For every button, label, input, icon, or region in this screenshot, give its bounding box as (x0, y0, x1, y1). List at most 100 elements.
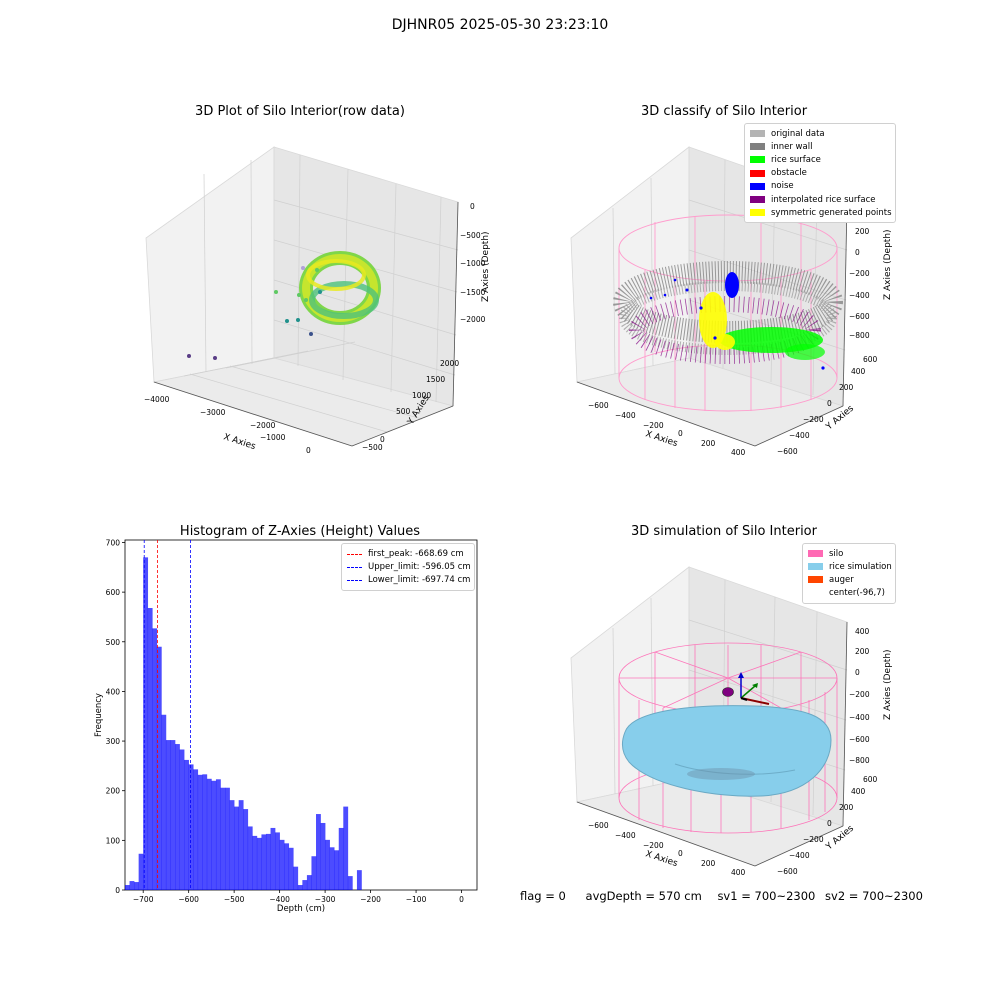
legend-label: interpolated rice surface (771, 194, 876, 205)
legend-label: first_peak: -668.69 cm (368, 548, 464, 559)
histogram-bar (211, 780, 217, 890)
reference-lines (143, 540, 191, 890)
raw-3d-plot: −4000 −3000 −2000 −1000 0 −500 0 500 100… (144, 146, 490, 455)
y-tick-label: 200 (106, 787, 121, 796)
x-axis-label: X Axies (644, 849, 679, 869)
histogram-bar (338, 827, 344, 890)
x-tick: −400 (615, 831, 636, 840)
y-tick: 1500 (426, 375, 445, 384)
y-tick: −400 (789, 851, 810, 860)
histogram-bar (311, 856, 317, 890)
histogram-bar (143, 557, 149, 890)
y-tick: 200 (839, 383, 854, 392)
histogram-bar (316, 814, 321, 890)
histogram-bar (125, 885, 130, 890)
z-tick: 0 (855, 248, 860, 257)
y-axis-line (754, 405, 844, 447)
z-tick: 200 (855, 647, 870, 656)
legend-swatch (347, 566, 362, 568)
legend-item: Upper_limit: -596.05 cm (347, 560, 471, 573)
legend-item: interpolated rice surface (750, 193, 890, 206)
histogram-bar (306, 875, 312, 890)
x-tick: −2000 (250, 421, 276, 430)
y-tick: 600 (863, 355, 878, 364)
histogram-bars (125, 557, 362, 890)
legend-swatch (808, 563, 823, 571)
legend-label: Lower_limit: -697.74 cm (368, 574, 471, 585)
legend-item: symmetric generated points (750, 206, 892, 219)
histogram-bar (347, 876, 353, 890)
x-tick: −4000 (144, 395, 170, 404)
histogram-bar (261, 834, 267, 890)
y-tick: −500 (362, 443, 383, 452)
outlier-points (187, 266, 322, 360)
z-tick: 0 (855, 668, 860, 677)
z-tick: 200 (855, 227, 870, 236)
histogram-bar (343, 806, 349, 890)
legend-label: obstacle (771, 168, 807, 179)
z-tick-labels: −800 −600 −400 −200 0 200 (849, 227, 870, 340)
y-axis-line (754, 825, 844, 867)
y-tick: −200 (803, 415, 824, 424)
x-tick-label: 0 (459, 895, 464, 904)
y-axis-label: Frequency (94, 693, 104, 737)
pane-left (570, 146, 690, 383)
panel-2-title: 3D classify of Silo Interior (640, 104, 808, 119)
z-tick-labels: −2000 −1500 −1000 −500 0 (460, 202, 486, 324)
y-axis-line (351, 405, 454, 447)
z-axis-label: Z Axies (Depth) (883, 229, 893, 300)
legend-swatch (750, 156, 765, 164)
y-tick-labels: −500 0 500 1000 1500 2000 (362, 359, 459, 452)
histogram-bar (256, 837, 262, 890)
histogram-bar (243, 809, 249, 890)
histogram-bar (356, 870, 362, 890)
rice-ring-points (299, 251, 381, 325)
x-tick-label: −700 (133, 895, 154, 904)
histogram-bar (175, 744, 180, 890)
z-axis-label: Z Axies (Depth) (883, 649, 893, 720)
legend-label: noise (771, 181, 794, 192)
y-tick: −200 (803, 835, 824, 844)
panel-4-title: 3D simulation of Silo Interior (631, 524, 817, 539)
legend-swatch (808, 590, 823, 597)
y-tick: −600 (777, 867, 798, 876)
noise-points (649, 272, 825, 370)
x-tick: 0 (678, 429, 683, 438)
histogram-bar (134, 882, 139, 890)
legend-label: inner wall (771, 141, 813, 152)
histogram-bar (156, 646, 162, 890)
z-tick: −200 (849, 690, 870, 699)
histogram-bar (247, 826, 253, 890)
legend-swatch (347, 579, 362, 581)
legend-swatch (750, 209, 765, 217)
z-tick: −800 (849, 331, 870, 340)
histogram-bar (334, 850, 340, 890)
histogram-bar (129, 881, 135, 890)
x-tick: 400 (731, 448, 746, 457)
histogram-bar (138, 853, 144, 890)
z-axis-label: Z Axies (Depth) (481, 231, 490, 302)
histogram-bar (238, 800, 244, 890)
histogram-bar (270, 827, 276, 890)
z-tick: −800 (849, 756, 870, 765)
legend-swatch (750, 196, 765, 204)
legend-label: Upper_limit: -596.05 cm (368, 561, 471, 572)
x-tick: 0 (678, 849, 683, 858)
histogram-bar (297, 885, 303, 890)
x-tick-labels: −4000 −3000 −2000 −1000 0 (144, 395, 311, 455)
z-tick: 400 (855, 627, 870, 636)
legend-swatch (347, 553, 362, 555)
z-tick: −600 (849, 735, 870, 744)
legend-item: obstacle (750, 167, 890, 180)
histogram-bar (179, 749, 185, 890)
histogram-bar (279, 839, 285, 890)
x-tick: 0 (306, 446, 311, 455)
z-tick: 0 (470, 202, 475, 211)
x-tick-label: −600 (178, 895, 199, 904)
sv1-text: sv1 = 700~2300 (717, 889, 816, 903)
panel-3-title: Histogram of Z-Axies (Height) Values (179, 524, 421, 539)
histogram-bar (229, 800, 235, 890)
legend-label: original data (771, 128, 825, 139)
avg-depth-text: avgDepth = 570 cm (585, 889, 702, 903)
legend-label: symmetric generated points (771, 207, 892, 218)
